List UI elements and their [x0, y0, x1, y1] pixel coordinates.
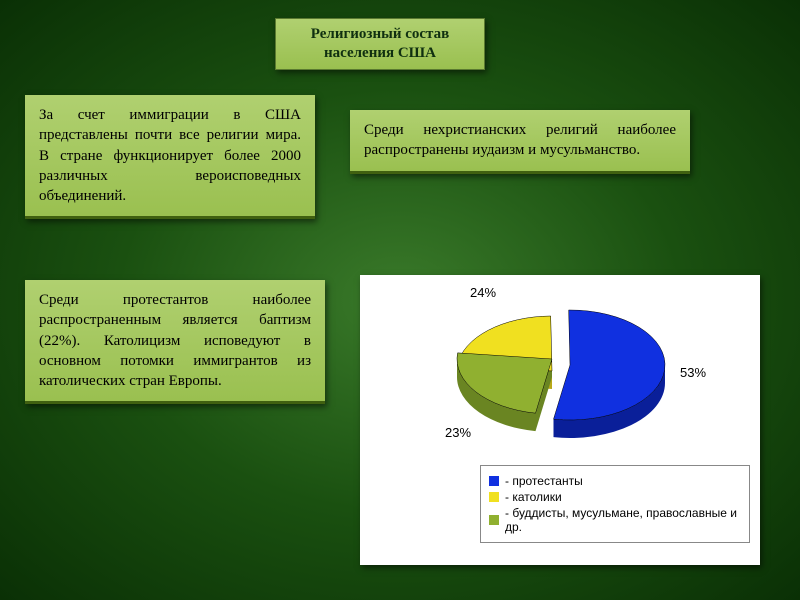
legend-label: - буддисты, мусульмане, православные и д… [505, 506, 741, 534]
slide-title: Религиозный состав населения США [275, 18, 485, 70]
text-box-nonchristian: Среди нехристианских религий наиболее ра… [350, 110, 690, 174]
legend-label: - католики [505, 490, 562, 504]
pie-pct-catholic: 23% [445, 425, 471, 440]
legend-row: - буддисты, мусульмане, православные и д… [489, 506, 741, 534]
pie-legend: - протестанты - католики - буддисты, мус… [480, 465, 750, 543]
legend-row: - католики [489, 490, 741, 504]
legend-swatch-icon [489, 492, 499, 502]
pie-chart-panel: 53% 23% 24% - протестанты - католики - б… [360, 275, 760, 565]
legend-swatch-icon [489, 476, 499, 486]
pie-pct-protestant: 53% [680, 365, 706, 380]
pie-pct-other: 24% [470, 285, 496, 300]
legend-swatch-icon [489, 515, 499, 525]
text-box-protestants: Среди протестантов наиболее распростране… [25, 280, 325, 404]
text-box-immigration: За счет иммиграции в США представлены по… [25, 95, 315, 219]
legend-label: - протестанты [505, 474, 583, 488]
legend-row: - протестанты [489, 474, 741, 488]
